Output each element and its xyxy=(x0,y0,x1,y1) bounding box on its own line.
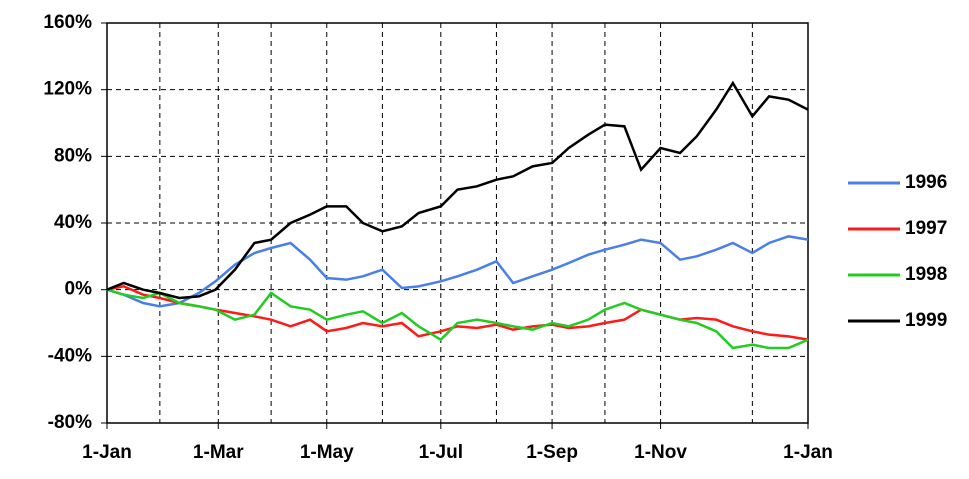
legend-label: 1996 xyxy=(905,172,947,193)
x-tick-label: 1-Jan xyxy=(82,442,132,463)
y-tick-label: 0% xyxy=(65,279,93,300)
x-tick-label: 1-Jan xyxy=(783,442,833,463)
legend-label: 1997 xyxy=(905,218,947,239)
x-tick-label: 1-May xyxy=(300,442,354,463)
y-tick-label: 160% xyxy=(43,12,92,33)
y-tick-label: 40% xyxy=(54,212,92,233)
series-line xyxy=(106,80,809,300)
y-tick-label: -40% xyxy=(48,345,92,366)
legend-label: 1999 xyxy=(905,310,947,331)
plot-frame xyxy=(106,22,809,424)
series-line xyxy=(106,288,809,350)
y-tick-label: 120% xyxy=(43,79,92,100)
x-tick-label: 1-Sep xyxy=(526,442,578,463)
legend-label: 1998 xyxy=(905,264,947,285)
x-tick-label: 1-Mar xyxy=(193,442,244,463)
x-tick-label: 1-Nov xyxy=(634,442,687,463)
series-line xyxy=(106,235,809,308)
series-line xyxy=(106,285,809,341)
x-tick-label: 1-Jul xyxy=(419,442,463,463)
y-tick-label: 80% xyxy=(54,145,92,166)
y-tick-label: -80% xyxy=(48,412,92,433)
